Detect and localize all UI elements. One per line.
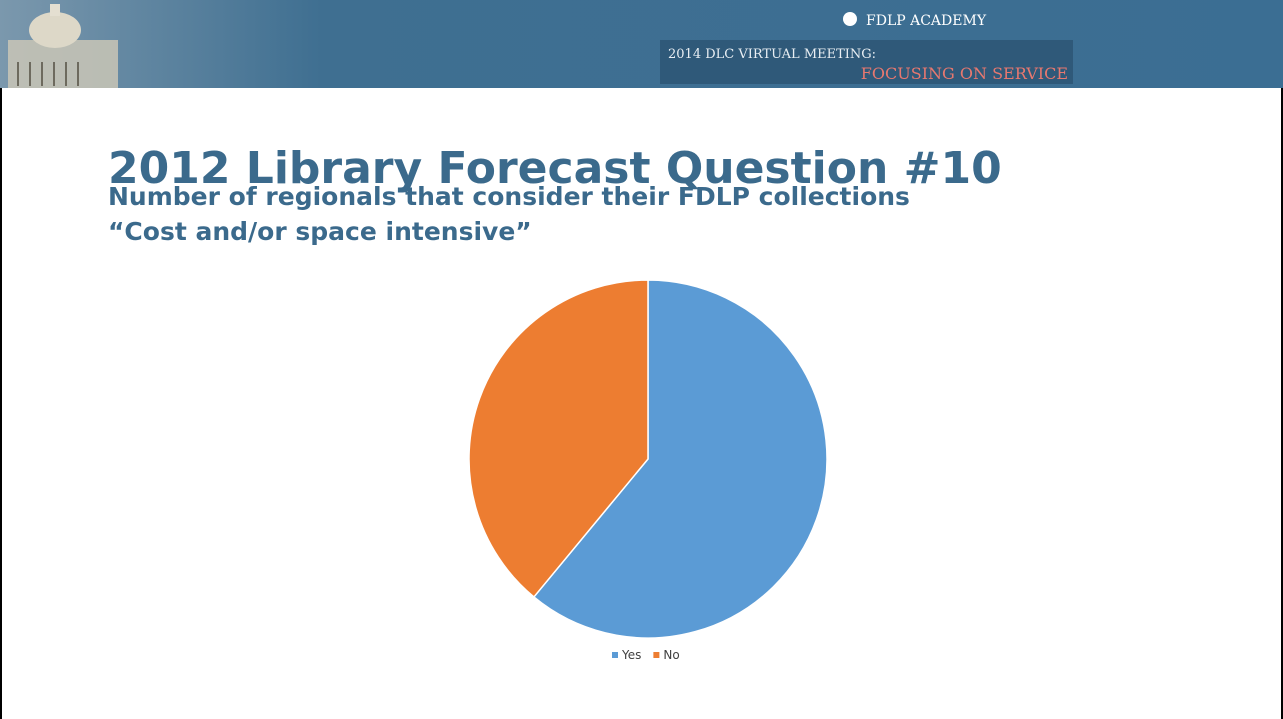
header-banner: [0, 0, 1283, 88]
slide-subtitle: Number of regionals that consider their …: [108, 182, 910, 211]
meeting: 2014 DLC VIRTUAL MEETING:: [668, 47, 876, 62]
legend-label: No: [663, 648, 679, 662]
legend-label: Yes: [621, 648, 641, 662]
legend-swatch: [653, 652, 660, 658]
pie-slice: [468, 279, 649, 598]
capitol-icon: [8, 4, 118, 88]
pie-slice: [532, 279, 828, 639]
slide-subtitle: “Cost and/or space intensive”: [108, 217, 532, 246]
theme: FOCUSING ON SERVICE: [861, 64, 1068, 83]
slide-title: 2012 Library Forecast Question #10: [108, 143, 1002, 194]
header-box: [660, 40, 1073, 84]
legend-swatch: [612, 652, 618, 658]
brand-logo: [843, 12, 857, 26]
brand: FDLP ACADEMY: [866, 13, 987, 29]
